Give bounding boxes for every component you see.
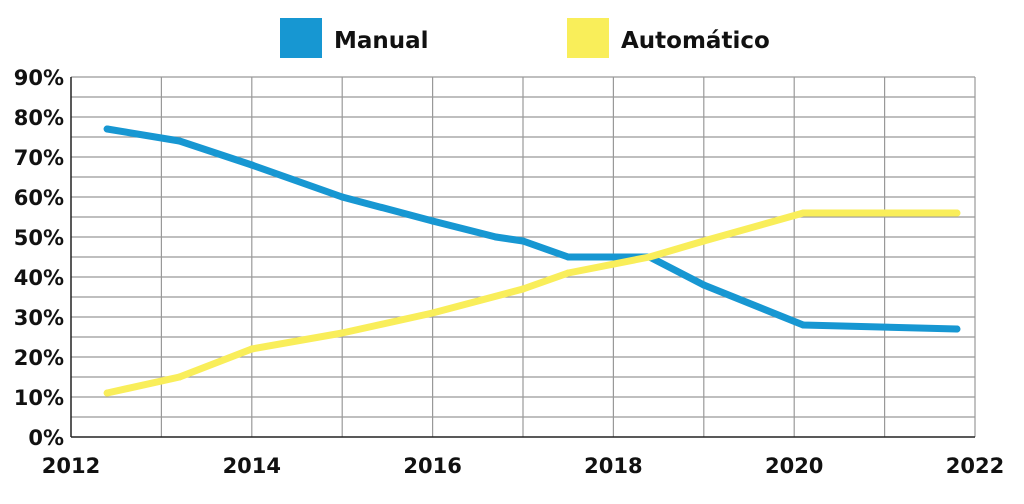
data-point: [248, 345, 256, 353]
data-point: [953, 325, 961, 333]
axes: 0% 10% 20% 30% 40% 50% 60% 70% 80% 90% 2012 2014 201…: [14, 66, 1004, 478]
legend-label: Manual: [334, 28, 429, 54]
data-point: [519, 237, 527, 245]
data-point: [429, 309, 437, 317]
data-point: [338, 193, 346, 201]
data-point: [492, 233, 500, 241]
data-point: [519, 285, 527, 293]
data-point: [103, 125, 111, 133]
data-point: [103, 389, 111, 397]
y-tick-label: 10%: [14, 386, 64, 410]
y-tick-label: 80%: [14, 106, 64, 130]
x-tick-label: 2022: [946, 454, 1004, 478]
y-tick-label: 40%: [14, 266, 64, 290]
data-point: [564, 269, 572, 277]
legend-label: Automático: [621, 28, 770, 54]
y-tick-label: 30%: [14, 306, 64, 330]
y-tick-label: 50%: [14, 226, 64, 250]
data-point: [646, 253, 654, 261]
y-tick-label: 0%: [28, 426, 64, 450]
x-tick-label: 2020: [765, 454, 823, 478]
y-tick-label: 60%: [14, 186, 64, 210]
legend: Manual Automático: [280, 18, 770, 58]
data-point: [953, 209, 961, 217]
y-tick-label: 20%: [14, 346, 64, 370]
x-tick-label: 2018: [584, 454, 642, 478]
x-tick-label: 2014: [223, 454, 281, 478]
data-point: [175, 373, 183, 381]
data-point: [700, 237, 708, 245]
x-tick-label: 2016: [403, 454, 461, 478]
series-line-autom-tico: [103, 209, 961, 397]
data-point: [429, 217, 437, 225]
data-point: [564, 253, 572, 261]
data-point: [799, 209, 807, 217]
y-tick-label: 90%: [14, 66, 64, 90]
legend-swatch: [280, 18, 322, 58]
data-point: [338, 329, 346, 337]
series: [103, 125, 961, 397]
data-point: [700, 281, 708, 289]
x-tick-label: 2012: [42, 454, 100, 478]
data-point: [248, 161, 256, 169]
data-point: [799, 321, 807, 329]
series-line-manual: [103, 125, 961, 333]
y-tick-label: 70%: [14, 146, 64, 170]
legend-swatch: [567, 18, 609, 58]
data-point: [175, 137, 183, 145]
grid: [71, 76, 976, 437]
